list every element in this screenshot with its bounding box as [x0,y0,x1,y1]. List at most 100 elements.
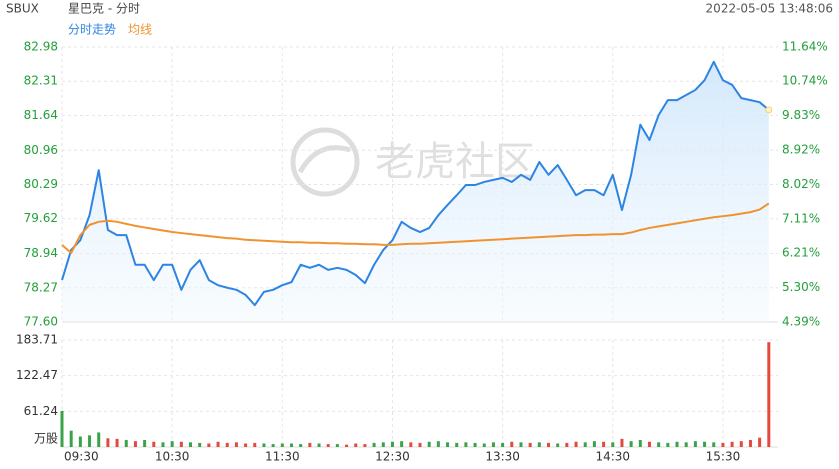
x-tick-label: 13:30 [485,450,520,464]
volume-bar [721,442,725,447]
volume-bar [446,442,450,447]
volume-bar [537,442,541,447]
volume-bar [491,442,495,447]
volume-bar [198,442,202,447]
volume-bar [684,442,688,447]
last-point [765,106,773,114]
volume-bar [244,443,248,447]
volume-bar [730,441,734,447]
volume-bar [748,440,752,447]
volume-bar [556,443,560,447]
y-tick-label: 78.94 [24,246,58,260]
x-tick-label: 11:30 [265,450,300,464]
volume-bar [647,441,651,447]
volume-bar [482,443,486,447]
volume-bar [225,442,229,447]
volume-bar [69,430,73,447]
volume-bar [152,441,156,447]
y2-tick-label: 6.21% [782,245,820,259]
volume-tick-label: 183.71 [16,333,58,347]
volume-bar [345,444,349,447]
volume-bar [363,444,367,447]
volume-bar [666,442,670,447]
price-line [61,60,770,307]
price-area [62,61,769,322]
volume-bar [510,441,514,447]
volume-bar [381,442,385,447]
volume-bar [703,441,707,447]
y-tick-label: 82.31 [24,74,58,88]
volume-bar [170,441,174,447]
volume-bar [299,444,303,447]
volume-bar [354,443,358,447]
volume-bar [289,443,293,447]
volume-bar [335,444,339,447]
volume-bar [207,443,211,447]
volume-bar [390,441,394,447]
volume-bar [767,342,771,447]
volume-bar [216,441,220,447]
volume-bar [693,441,697,447]
volume-bar [436,441,440,447]
volume-bar [675,441,679,447]
volume-bar [106,438,110,447]
volume-bar [629,441,633,447]
volume-bar [326,444,330,447]
watermark: 老虎社区 [375,139,535,185]
y-tick-label: 77.60 [24,315,58,329]
volume-bar [565,442,569,447]
volume-bar [88,435,92,447]
y2-tick-label: 5.30% [782,280,820,294]
volume-tick-label: 万股 [34,432,58,446]
y-tick-label: 79.62 [24,211,58,225]
volume-bar [620,438,624,447]
y-tick-label: 82.98 [24,40,58,54]
volume-bar [161,442,165,447]
volume-bar [317,443,321,447]
legend-entry: 分时走势 [68,23,116,37]
volume-bar [464,442,468,447]
volume-bar [262,443,266,447]
y2-tick-label: 10.74% [782,74,828,88]
y2-tick-label: 9.83% [782,108,820,122]
x-tick-label: 12:30 [375,450,410,464]
volume-bar [124,440,128,447]
volume-bar [115,438,119,447]
y2-tick-label: 8.92% [782,143,820,157]
volume-bar [179,441,183,447]
volume-bar [280,443,284,447]
legend-entry: 均线 [128,23,152,37]
stock-name: 星巴克 - 分时 [68,2,140,16]
y2-tick-label: 11.64% [782,40,828,54]
volume-bar [501,442,505,447]
volume-bar [739,441,743,447]
volume-bar [372,442,376,447]
volume-bar [143,440,147,447]
volume-bar [657,442,661,447]
y2-tick-label: 8.02% [782,177,820,191]
volume-bar [427,441,431,447]
y-tick-label: 78.27 [24,280,58,294]
volume-bar [271,444,275,447]
volume-bar [602,441,606,447]
volume-bar [78,436,82,447]
volume-bar [253,442,257,447]
volume-bar [97,432,101,447]
volume-bar [592,441,596,447]
y2-tick-label: 4.39% [782,315,820,329]
x-tick-label: 09:30 [64,450,99,464]
y-tick-label: 80.96 [24,143,58,157]
volume-bar [409,442,413,447]
volume-bar [60,410,64,447]
x-tick-label: 14:30 [595,450,630,464]
volume-bar [583,442,587,447]
volume-bar [418,442,422,447]
symbol: SBUX [6,2,39,16]
volume-bar [133,441,137,447]
volume-bar [528,442,532,447]
volume-bar [611,442,615,447]
volume-bar [519,442,523,447]
volume-bar [400,441,404,447]
